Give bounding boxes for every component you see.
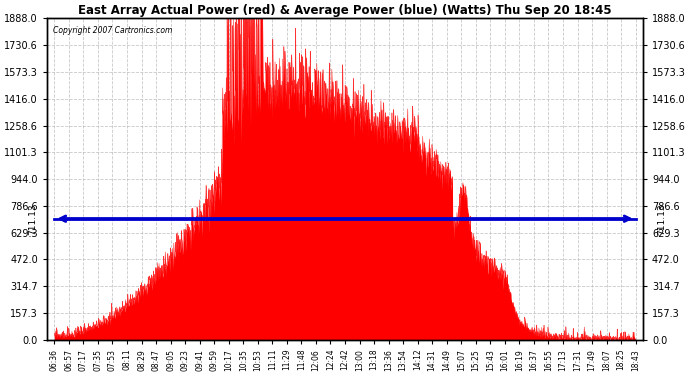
Text: Copyright 2007 Cartronics.com: Copyright 2007 Cartronics.com [53,26,172,35]
Text: 711.13: 711.13 [658,203,667,234]
Title: East Array Actual Power (red) & Average Power (blue) (Watts) Thu Sep 20 18:45: East Array Actual Power (red) & Average … [78,4,612,17]
Text: 711.13: 711.13 [28,203,37,234]
